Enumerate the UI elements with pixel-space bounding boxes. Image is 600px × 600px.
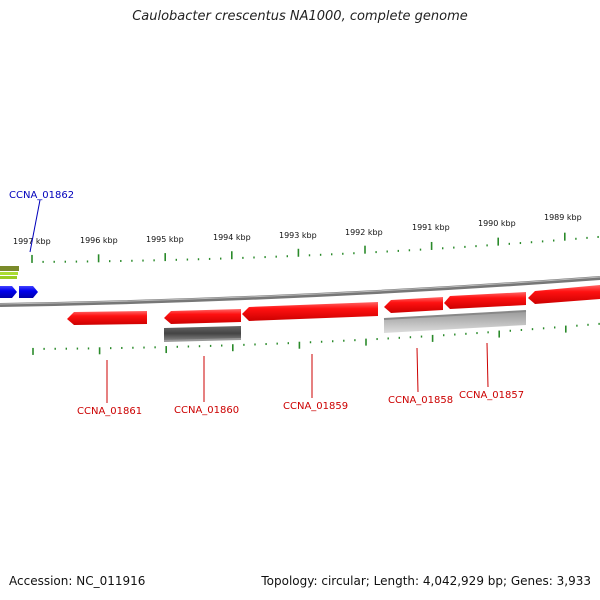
scale-labels: 1997 kbp 1996 kbp 1995 kbp 1994 kbp 1993… (13, 213, 582, 246)
green-feature (0, 276, 17, 279)
light-feature[interactable] (384, 311, 526, 333)
forward-gene-arrow[interactable] (0, 286, 17, 298)
leader-line (486, 342, 489, 388)
gene-label-ccna-01861[interactable]: CCNA_01861 (77, 406, 142, 417)
green-feature-track (0, 266, 19, 279)
label-leaders (29, 199, 489, 403)
gene-labels: CCNA_01862 CCNA_01861 CCNA_01860 CCNA_01… (9, 190, 524, 417)
reverse-gene-arrow[interactable] (164, 309, 241, 324)
scale-label: 1991 kbp (412, 223, 450, 232)
scale-label: 1996 kbp (80, 236, 118, 245)
gene-label-ccna-01859[interactable]: CCNA_01859 (283, 401, 348, 412)
reverse-gene-arrow[interactable] (528, 285, 600, 304)
dark-feature[interactable] (164, 326, 241, 341)
scale-label: 1990 kbp (478, 219, 516, 228)
scale-label: 1992 kbp (345, 228, 383, 237)
leader-line (29, 199, 41, 253)
reverse-gene-arrow[interactable] (67, 311, 147, 325)
scale-label: 1989 kbp (544, 213, 582, 222)
scale-label: 1995 kbp (146, 235, 184, 244)
scale-label: 1993 kbp (279, 231, 317, 240)
light-feature-edge (383, 310, 527, 320)
scale-label: 1994 kbp (213, 233, 251, 242)
lower-scale-ticks (32, 322, 600, 355)
gene-label-ccna-01862[interactable]: CCNA_01862 (9, 190, 74, 201)
upper-scale-ticks (31, 232, 599, 263)
gene-label-ccna-01860[interactable]: CCNA_01860 (174, 405, 239, 416)
reverse-gene-arrow[interactable] (444, 292, 526, 309)
reverse-genes (67, 285, 600, 325)
forward-genes (0, 286, 38, 298)
genome-backbone (0, 276, 600, 307)
reverse-gene-arrow[interactable] (384, 297, 443, 313)
gene-label-ccna-01857[interactable]: CCNA_01857 (459, 390, 524, 401)
genome-backbone-highlight (0, 276, 600, 305)
green-feature (0, 266, 19, 271)
accession-text: Accession: NC_011916 (9, 574, 146, 588)
dark-feature-edge (163, 338, 242, 342)
leader-line (416, 347, 419, 393)
genome-summary-text: Topology: circular; Length: 4,042,929 bp… (261, 574, 591, 588)
green-feature (0, 272, 18, 275)
grey-feature-track (163, 310, 527, 342)
reverse-gene-arrow[interactable] (242, 302, 378, 321)
forward-gene-arrow[interactable] (19, 286, 38, 298)
map-title: Caulobacter crescentus NA1000, complete … (132, 9, 468, 24)
gene-label-ccna-01858[interactable]: CCNA_01858 (388, 395, 453, 406)
